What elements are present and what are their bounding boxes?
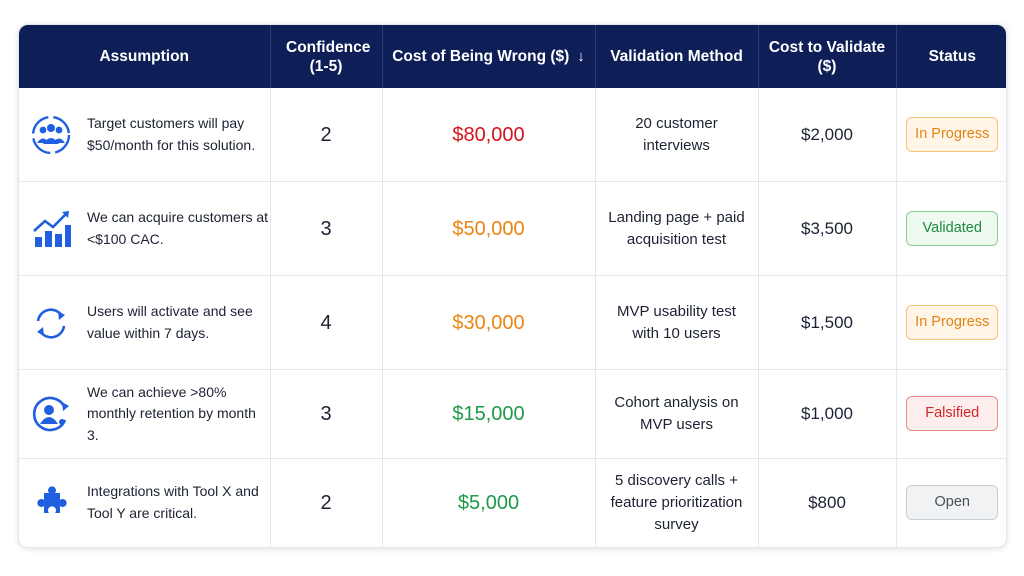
cost-validate-value: $1,000 xyxy=(758,369,897,459)
customer-group-target-icon xyxy=(29,113,73,157)
confidence-value: 2 xyxy=(270,458,383,547)
table-row[interactable]: Target customers will pay $50/month for … xyxy=(19,88,1006,183)
confidence-value: 2 xyxy=(270,88,383,183)
activation-cycle-icon xyxy=(29,301,73,345)
growth-bar-chart-icon xyxy=(29,207,73,251)
assumption-cell: We can achieve >80% monthly retention by… xyxy=(19,369,271,459)
validation-method-value: MVP usability test with 10 users xyxy=(595,275,759,370)
validation-method-value: 20 customer interviews xyxy=(595,88,759,183)
header-status[interactable]: Status xyxy=(896,25,1006,88)
assumptions-table-card: Assumption Confidence (1-5) Cost of Bein… xyxy=(18,24,1007,548)
assumption-text: Users will activate and see value within… xyxy=(87,303,253,341)
sort-descending-icon[interactable]: ↓ xyxy=(577,48,585,65)
table-row[interactable]: We can acquire customers at <$100 CAC. 3… xyxy=(19,181,1006,277)
assumption-cell: We can acquire customers at <$100 CAC. xyxy=(19,181,271,277)
cost-validate-value: $3,500 xyxy=(758,181,897,277)
status-badge[interactable]: In Progress xyxy=(906,117,999,153)
validation-method-value: Cohort analysis on MVP users xyxy=(595,369,759,459)
integration-puzzle-icon xyxy=(29,481,73,525)
cost-validate-value: $1,500 xyxy=(758,275,897,370)
header-assumption[interactable]: Assumption xyxy=(19,25,271,88)
cost-wrong-value: $5,000 xyxy=(382,458,596,547)
table-header-row: Assumption Confidence (1-5) Cost of Bein… xyxy=(19,25,1006,88)
confidence-value: 3 xyxy=(270,181,383,277)
cost-validate-value: $2,000 xyxy=(758,88,897,183)
validation-method-value: Landing page + paid acquisition test xyxy=(595,181,759,277)
status-cell: Validated xyxy=(896,181,1006,277)
header-confidence[interactable]: Confidence (1-5) xyxy=(270,25,383,88)
table-row[interactable]: We can achieve >80% monthly retention by… xyxy=(19,369,1006,459)
assumption-text: Integrations with Tool X and Tool Y are … xyxy=(87,483,259,521)
assumptions-table: Assumption Confidence (1-5) Cost of Bein… xyxy=(19,25,1006,547)
assumption-text: We can acquire customers at <$100 CAC. xyxy=(87,209,269,247)
cost-validate-value: $800 xyxy=(758,458,897,547)
status-badge[interactable]: Validated xyxy=(906,211,999,247)
confidence-value: 3 xyxy=(270,369,383,459)
header-cost-wrong[interactable]: Cost of Being Wrong ($) ↓ xyxy=(382,25,596,88)
status-badge[interactable]: In Progress xyxy=(906,305,999,341)
status-cell: In Progress xyxy=(896,88,1006,183)
header-validation-method[interactable]: Validation Method xyxy=(595,25,759,88)
assumption-cell: Target customers will pay $50/month for … xyxy=(19,88,271,183)
cost-wrong-value: $50,000 xyxy=(382,181,596,277)
table-row[interactable]: Users will activate and see value within… xyxy=(19,275,1006,370)
status-cell: In Progress xyxy=(896,275,1006,370)
cost-wrong-value: $30,000 xyxy=(382,275,596,370)
header-cost-validate[interactable]: Cost to Validate ($) xyxy=(758,25,897,88)
assumption-cell: Users will activate and see value within… xyxy=(19,275,271,370)
assumption-text: Target customers will pay $50/month for … xyxy=(87,115,256,153)
status-badge[interactable]: Falsified xyxy=(906,396,999,432)
status-cell: Falsified xyxy=(896,369,1006,459)
confidence-value: 4 xyxy=(270,275,383,370)
status-cell: Open xyxy=(896,458,1006,547)
status-badge[interactable]: Open xyxy=(906,485,999,521)
cost-wrong-value: $15,000 xyxy=(382,369,596,459)
assumption-text: We can achieve >80% monthly retention by… xyxy=(87,383,256,443)
user-retention-icon xyxy=(29,392,73,436)
assumption-cell: Integrations with Tool X and Tool Y are … xyxy=(19,458,271,547)
validation-method-value: 5 discovery calls + feature prioritizati… xyxy=(595,458,759,547)
cost-wrong-value: $80,000 xyxy=(382,88,596,183)
table-row[interactable]: Integrations with Tool X and Tool Y are … xyxy=(19,458,1006,547)
